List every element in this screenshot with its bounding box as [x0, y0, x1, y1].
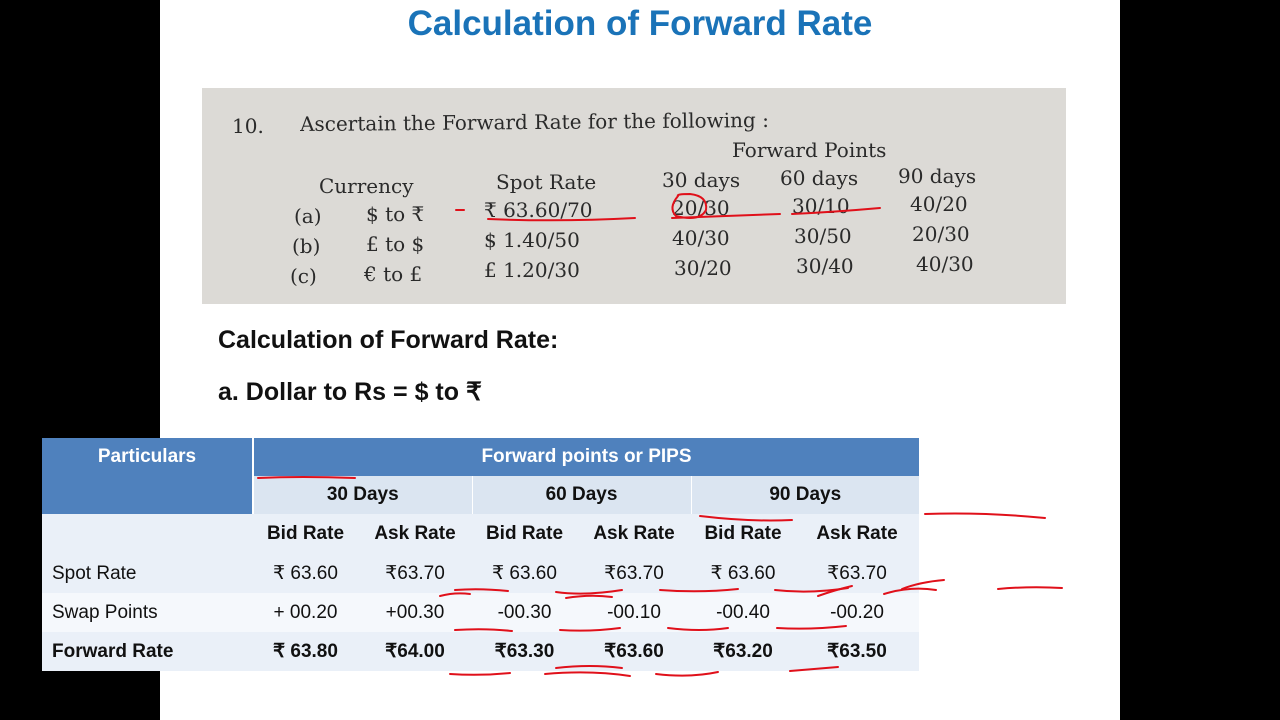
table-cell: ₹63.70	[577, 554, 691, 593]
forward-points-header: Forward points or PIPS	[253, 438, 919, 476]
slide-title: Calculation of Forward Rate	[407, 4, 873, 43]
row-label: Spot Rate	[42, 554, 253, 593]
row-a-90: 40/20	[910, 192, 968, 216]
section-heading: Calculation of Forward Rate:	[218, 326, 559, 354]
table-cell: -00.10	[577, 593, 691, 632]
table-cell: -00.20	[795, 593, 919, 632]
table-cell: ₹64.00	[358, 632, 472, 671]
table-cell: -00.40	[691, 593, 795, 632]
row-c-currency: € to £	[364, 262, 423, 286]
bid-rate-header: Bid Rate	[472, 514, 577, 554]
table-row: Spot Rate ₹ 63.60 ₹63.70 ₹ 63.60 ₹63.70 …	[42, 554, 919, 593]
ask-rate-header: Ask Rate	[795, 514, 919, 554]
col-currency: Currency	[319, 174, 414, 198]
question-number: 10.	[232, 114, 264, 138]
table-cell: ₹ 63.80	[253, 632, 358, 671]
table-cell: ₹63.30	[472, 632, 577, 671]
col-30: 30 days	[662, 168, 741, 192]
row-label: Swap Points	[42, 593, 253, 632]
blank-cell	[42, 514, 253, 554]
table-row: Forward Rate ₹ 63.80 ₹64.00 ₹63.30 ₹63.6…	[42, 632, 919, 671]
period-30-days: 30 Days	[253, 476, 473, 514]
row-label: Forward Rate	[42, 632, 253, 671]
forward-rate-table: Particulars Forward points or PIPS 30 Da…	[42, 438, 919, 671]
table-cell: ₹63.20	[691, 632, 795, 671]
table-cell: ₹ 63.60	[253, 554, 358, 593]
table-cell: ₹63.70	[795, 554, 919, 593]
table-cell: +00.30	[358, 593, 472, 632]
section-subheading: a. Dollar to Rs = $ to ₹	[218, 378, 482, 406]
table-cell: ₹ 63.60	[691, 554, 795, 593]
col-90: 90 days	[898, 164, 977, 188]
row-b-60: 30/50	[794, 224, 852, 248]
row-a-spot: ₹ 63.60/70	[484, 198, 593, 222]
forward-points-label: Forward Points	[732, 138, 887, 162]
table-cell: ₹ 63.60	[472, 554, 577, 593]
row-b-currency: £ to $	[366, 232, 425, 256]
col-60: 60 days	[780, 166, 859, 190]
ask-rate-header: Ask Rate	[358, 514, 472, 554]
row-b-90: 20/30	[912, 222, 970, 246]
period-90-days: 90 Days	[691, 476, 919, 514]
row-c-90: 40/30	[916, 252, 974, 276]
table-cell: -00.30	[472, 593, 577, 632]
particulars-header: Particulars	[42, 438, 254, 514]
row-c-30: 30/20	[674, 256, 732, 280]
row-a-30: 20/30	[672, 196, 730, 220]
table-row: Swap Points + 00.20 +00.30 -00.30 -00.10…	[42, 593, 919, 632]
ask-rate-header: Ask Rate	[577, 514, 691, 554]
period-60-days: 60 Days	[472, 476, 692, 514]
table-cell: ₹63.50	[795, 632, 919, 671]
row-c-spot: £ 1.20/30	[484, 258, 580, 282]
bid-rate-header: Bid Rate	[253, 514, 358, 554]
row-b-spot: $ 1.40/50	[484, 228, 580, 252]
table-cell: + 00.20	[253, 593, 358, 632]
row-b-id: (b)	[292, 234, 321, 258]
row-c-60: 30/40	[796, 254, 854, 278]
row-b-30: 40/30	[672, 226, 730, 250]
row-a-60: 30/10	[792, 194, 850, 218]
question-prompt: Ascertain the Forward Rate for the follo…	[299, 107, 769, 137]
row-c-id: (c)	[290, 264, 317, 288]
table-cell: ₹63.60	[577, 632, 691, 671]
col-spot: Spot Rate	[496, 170, 597, 194]
table-cell: ₹63.70	[358, 554, 472, 593]
bid-rate-header: Bid Rate	[691, 514, 795, 554]
question-photo: 10. Ascertain the Forward Rate for the f…	[202, 88, 1066, 304]
row-a-currency: $ to ₹	[366, 202, 425, 226]
row-a-id: (a)	[294, 204, 322, 228]
